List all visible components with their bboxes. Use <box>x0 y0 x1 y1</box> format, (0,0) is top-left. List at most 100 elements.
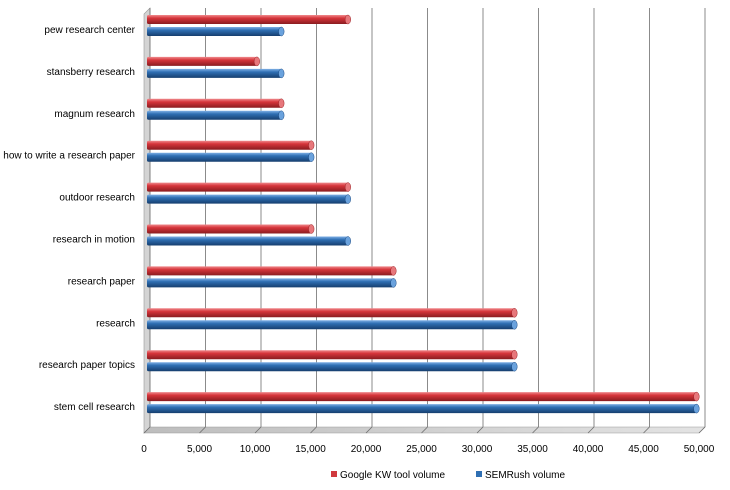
gridline-floor <box>254 426 262 434</box>
gridline-floor <box>643 426 650 434</box>
bar-cap <box>308 224 315 234</box>
bar-body <box>147 266 394 276</box>
bar-body <box>147 404 697 414</box>
category-label: outdoor research <box>59 193 135 204</box>
bar-body <box>147 194 348 204</box>
category-label: stansberry research <box>47 67 135 78</box>
bar-google-kw-tool-volume <box>147 98 285 109</box>
bar-cap <box>308 152 315 162</box>
bar-semrush-volume <box>147 403 700 414</box>
bar-body <box>147 140 312 150</box>
bar-cap <box>308 140 315 150</box>
bar-cap <box>278 26 285 37</box>
gridline-floor <box>698 426 706 434</box>
bar-body <box>147 56 257 66</box>
bar-cap <box>390 278 397 288</box>
category-label: pew research center <box>44 25 135 36</box>
bar-cap <box>511 320 518 330</box>
x-tick-label: 10,000 <box>240 444 271 455</box>
bar-body <box>147 236 348 246</box>
legend-label-google: Google KW tool volume <box>340 470 445 481</box>
legend-label-semrush: SEMRush volume <box>485 470 565 481</box>
bar-cap <box>511 361 518 372</box>
gridline-floor <box>476 426 484 434</box>
bar-body <box>147 224 312 234</box>
legend: Google KW tool volume SEMRush volume <box>331 470 565 481</box>
bar-body <box>147 320 515 330</box>
bar-body <box>147 15 348 24</box>
bar-semrush-volume <box>147 26 285 37</box>
category-label: magnum research <box>54 109 135 120</box>
bar-google-kw-tool-volume <box>147 56 260 67</box>
bar-cap <box>278 110 285 121</box>
bar-body <box>147 68 282 78</box>
category-label: stem cell research <box>54 402 135 413</box>
bar-semrush-volume <box>147 152 315 162</box>
bar-cap <box>390 266 397 276</box>
bar-body <box>147 182 348 192</box>
bar-cap <box>253 56 260 67</box>
gridline-floor <box>143 426 151 434</box>
gridline-floor <box>532 426 539 434</box>
bar-semrush-volume <box>147 320 518 330</box>
gridline-floor <box>365 426 373 434</box>
legend-swatch-semrush <box>476 471 482 477</box>
bar-google-kw-tool-volume <box>147 182 351 192</box>
x-tick-label: 50,000 <box>684 444 715 455</box>
bar-body <box>147 362 515 372</box>
bar-cap <box>511 349 518 360</box>
x-tick-label: 5,000 <box>187 444 212 455</box>
bar-body <box>147 308 515 318</box>
category-labels: pew research center stansberry research ma… <box>3 25 135 413</box>
category-label: research paper topics <box>39 360 135 371</box>
bar-cap <box>278 68 285 79</box>
x-tick-label: 15,000 <box>295 444 326 455</box>
x-axis-tick-labels: 0 5,000 10,000 15,000 20,000 25,000 30,000 35,0… <box>141 444 715 455</box>
gridline-floor <box>310 426 317 434</box>
bar-google-kw-tool-volume <box>147 140 315 150</box>
x-tick-label: 20,000 <box>351 444 382 455</box>
bar-body <box>147 392 697 402</box>
bar-cap <box>344 236 351 246</box>
category-label: research <box>96 318 135 329</box>
bar-semrush-volume <box>147 236 351 246</box>
bar-body <box>147 110 282 120</box>
category-label: research in motion <box>53 235 135 246</box>
gridline-floor <box>421 426 428 434</box>
x-tick-label: 35,000 <box>517 444 548 455</box>
bar-body <box>147 98 282 108</box>
bar-semrush-volume <box>147 278 397 288</box>
bar-cap <box>278 98 285 109</box>
bar-semrush-volume <box>147 68 285 79</box>
bar-semrush-volume <box>147 361 518 372</box>
bar-cap <box>693 403 700 414</box>
category-label: how to write a research paper <box>3 151 135 162</box>
gridline-floor <box>199 426 206 434</box>
bar-cap <box>344 182 351 192</box>
bar-cap <box>344 194 351 204</box>
bar-semrush-volume <box>147 194 351 204</box>
bar-cap <box>344 14 351 25</box>
bar-google-kw-tool-volume <box>147 349 518 360</box>
bar-google-kw-tool-volume <box>147 224 315 234</box>
x-tick-label: 45,000 <box>628 444 659 455</box>
bar-body <box>147 152 312 162</box>
bar-cap <box>511 308 518 318</box>
x-tick-label: 0 <box>141 444 147 455</box>
x-tick-label: 25,000 <box>406 444 437 455</box>
bar-google-kw-tool-volume <box>147 391 700 402</box>
x-tick-label: 30,000 <box>462 444 493 455</box>
bar-google-kw-tool-volume <box>147 14 351 25</box>
bar-google-kw-tool-volume <box>147 266 397 276</box>
bars <box>147 14 700 414</box>
category-label: research paper <box>68 276 136 287</box>
bar-body <box>147 350 515 360</box>
bar-cap <box>693 391 700 402</box>
bar-body <box>147 278 394 288</box>
x-tick-label: 40,000 <box>573 444 604 455</box>
legend-swatch-google <box>331 471 337 477</box>
bar-google-kw-tool-volume <box>147 308 518 318</box>
gridline-floor <box>587 426 595 434</box>
bar-semrush-volume <box>147 110 285 121</box>
